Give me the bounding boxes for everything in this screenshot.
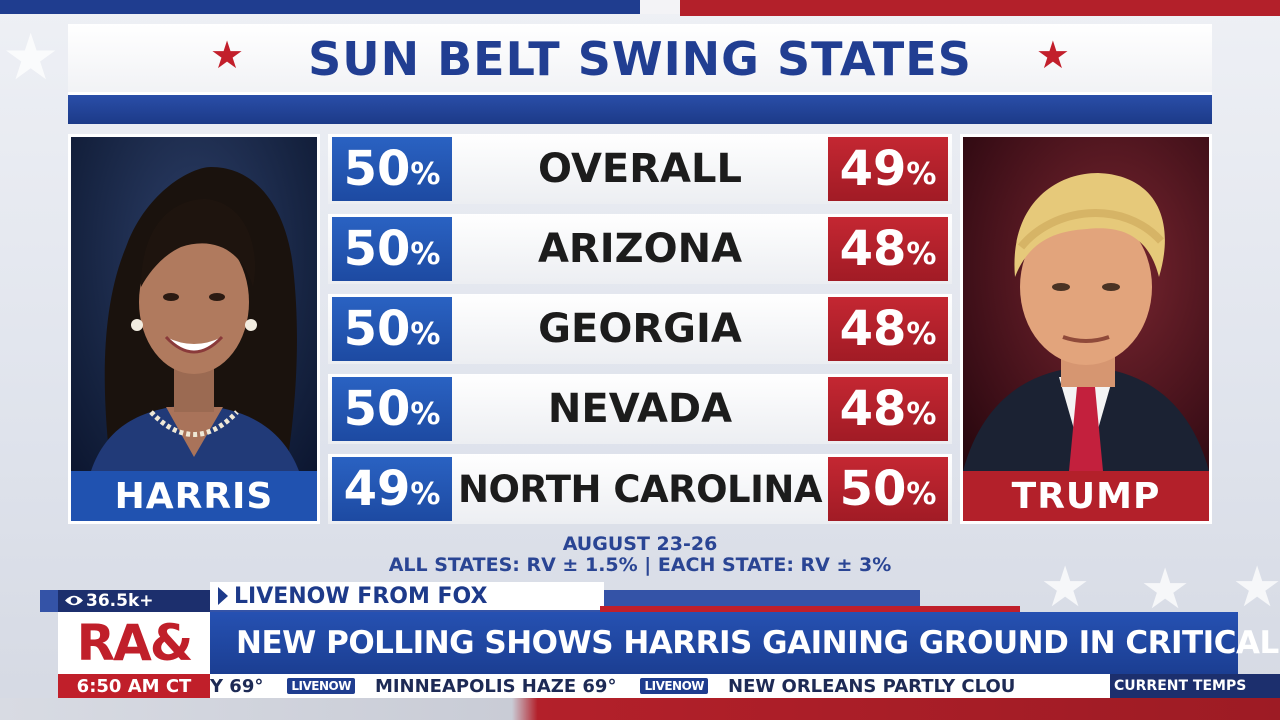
portrait-illustration xyxy=(91,167,299,471)
state-label: NORTH CAROLINA xyxy=(457,467,823,511)
show-logo: RA& xyxy=(58,612,210,674)
source-label-text: LIVENOW FROM FOX xyxy=(234,583,488,609)
viewer-count-value: 36.5k+ xyxy=(86,591,154,611)
percent-sign: % xyxy=(410,397,441,432)
percent-sign: % xyxy=(410,477,441,512)
trump-percentage-value: 50 xyxy=(839,461,907,517)
harris-percentage: 50% xyxy=(332,137,452,201)
harris-percentage: 49% xyxy=(332,457,452,521)
headline-text: NEW POLLING SHOWS HARRIS GAINING GROUND … xyxy=(236,625,1280,661)
background-star-icon: ★ xyxy=(2,21,60,95)
show-logo-text: RA& xyxy=(76,614,194,672)
graphic-title: SUN BELT SWING STATES xyxy=(308,32,972,86)
trump-percentage: 49% xyxy=(828,137,948,201)
trump-percentage-value: 48 xyxy=(839,301,907,357)
background-star-icon: ★ xyxy=(1140,557,1191,622)
candidate-portrait-harris xyxy=(71,137,317,471)
graphic-title-bar: ★ SUN BELT SWING STATES ★ xyxy=(68,24,1212,94)
percent-sign: % xyxy=(906,397,937,432)
state-label: GEORGIA xyxy=(538,306,742,352)
arrow-right-icon xyxy=(218,587,228,605)
result-row: 50% NEVADA 48% xyxy=(328,374,952,444)
percent-sign: % xyxy=(906,157,937,192)
headline-accent xyxy=(600,606,1020,612)
headline-bar: NEW POLLING SHOWS HARRIS GAINING GROUND … xyxy=(210,612,1280,674)
candidate-panel-trump: TRUMP xyxy=(960,134,1212,524)
result-row: 50% ARIZONA 48% xyxy=(328,214,952,284)
result-row: 50% OVERALL 49% xyxy=(328,134,952,204)
harris-percentage-value: 50 xyxy=(343,141,411,197)
harris-percentage-value: 50 xyxy=(343,221,411,277)
viewer-count: 36.5k+ xyxy=(58,590,210,612)
harris-percentage: 50% xyxy=(332,217,452,281)
trump-percentage-value: 48 xyxy=(839,221,907,277)
bottom-stripe xyxy=(0,698,1280,720)
harris-percentage: 50% xyxy=(332,377,452,441)
ticker-badge: LIVENOW xyxy=(287,678,355,694)
state-label: OVERALL xyxy=(538,146,742,192)
top-stripe-red xyxy=(680,0,1280,16)
poll-margin-of-error: ALL STATES: RV ± 1.5% | EACH STATE: RV ±… xyxy=(388,554,892,576)
background-star-icon: ★ xyxy=(1040,555,1091,620)
trump-percentage-value: 48 xyxy=(839,381,907,437)
harris-percentage: 50% xyxy=(332,297,452,361)
ticker-label: CURRENT TEMPS xyxy=(1110,674,1280,698)
trump-percentage: 48% xyxy=(828,297,948,361)
top-stripe-white xyxy=(640,0,680,14)
candidate-name-trump: TRUMP xyxy=(963,471,1209,521)
percent-sign: % xyxy=(410,237,441,272)
state-label: ARIZONA xyxy=(537,226,743,272)
ticker-badge: LIVENOW xyxy=(640,678,709,694)
percent-sign: % xyxy=(410,157,441,192)
red-star-icon: ★ xyxy=(1035,33,1070,77)
clock: 6:50 AM CT xyxy=(58,674,210,698)
ticker-item: Y 69° xyxy=(210,675,264,697)
percent-sign: % xyxy=(906,317,937,352)
percent-sign: % xyxy=(906,477,937,512)
trump-percentage: 48% xyxy=(828,217,948,281)
ticker-item: MINNEAPOLIS HAZE 69° xyxy=(374,675,617,697)
harris-percentage-value: 50 xyxy=(343,381,411,437)
trump-percentage: 48% xyxy=(828,377,948,441)
percent-sign: % xyxy=(906,237,937,272)
harris-percentage-value: 49 xyxy=(343,461,411,517)
poll-results-table: 50% OVERALL 49% 50% ARIZONA 48% 50% GEORGIA 48% 5… xyxy=(328,134,952,534)
candidate-panel-harris: HARRIS xyxy=(68,134,320,524)
weather-ticker: Y 69° LIVENOW MINNEAPOLIS HAZE 69° LIVEN… xyxy=(210,674,1110,698)
poll-dates: AUGUST 23-26 xyxy=(562,533,718,555)
top-stripe-blue xyxy=(0,0,640,14)
title-underline-bar xyxy=(68,92,1212,124)
eye-icon xyxy=(65,595,83,606)
background-star-icon: ★ xyxy=(1232,555,1280,620)
state-label: NEVADA xyxy=(547,386,733,432)
source-label: LIVENOW FROM FOX xyxy=(210,582,604,610)
result-row: 49% NORTH CAROLINA 50% xyxy=(328,454,952,524)
harris-percentage-value: 50 xyxy=(343,301,411,357)
result-row: 50% GEORGIA 48% xyxy=(328,294,952,364)
portrait-illustration xyxy=(963,173,1209,471)
trump-percentage: 50% xyxy=(828,457,948,521)
red-star-icon: ★ xyxy=(210,33,245,77)
percent-sign: % xyxy=(410,317,441,352)
ticker-item: NEW ORLEANS PARTLY CLOU xyxy=(728,675,1016,697)
candidate-portrait-trump xyxy=(963,137,1209,471)
candidate-name-harris: HARRIS xyxy=(71,471,317,521)
trump-percentage-value: 49 xyxy=(839,141,907,197)
